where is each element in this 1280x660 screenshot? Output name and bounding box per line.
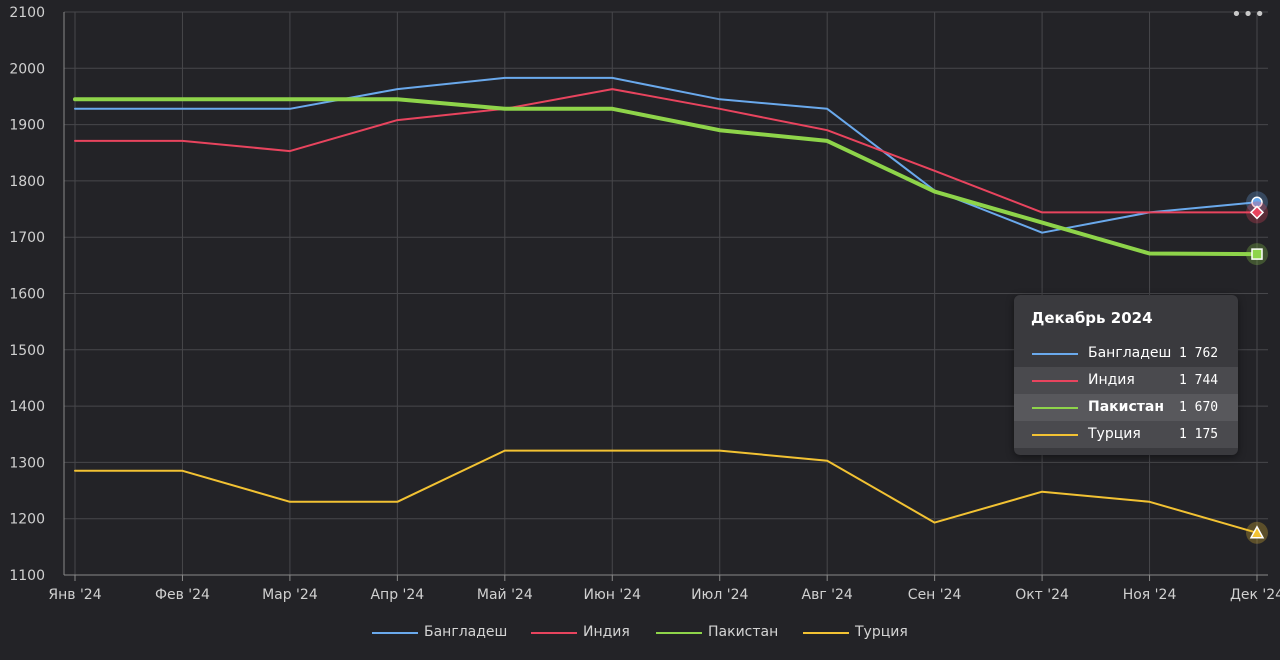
legend-label: Индия	[583, 624, 630, 640]
y-tick-label: 1700	[9, 230, 45, 246]
x-tick-label: Мар '24	[262, 587, 318, 603]
chart-menu-icon[interactable]: •••	[1231, 4, 1266, 25]
tooltip-row: Бангладеш 1 762	[1014, 340, 1238, 367]
x-tick-label: Янв '24	[48, 587, 101, 603]
y-tick-label: 1100	[9, 568, 45, 584]
tooltip-series-swatch	[1032, 353, 1078, 355]
y-tick-label: 1400	[9, 399, 45, 415]
tooltip-series-value: 1 744	[1179, 373, 1219, 388]
tooltip-row: Пакистан 1 670	[1014, 394, 1238, 421]
legend-label: Бангладеш	[424, 624, 508, 640]
x-tick-label: Окт '24	[1015, 587, 1069, 603]
y-tick-label: 2100	[9, 5, 45, 21]
legend-label: Пакистан	[708, 624, 779, 640]
legend-swatch	[803, 632, 849, 634]
tooltip-row: Турция 1 175	[1014, 421, 1238, 448]
series-line-3[interactable]	[74, 449, 1258, 534]
tooltip-series-name: Пакистан	[1088, 399, 1165, 415]
x-tick-label: Сен '24	[908, 587, 962, 603]
x-tick-label: Июн '24	[584, 587, 642, 603]
tooltip-row: Индия 1 744	[1014, 367, 1238, 394]
y-tick-label: 1300	[9, 455, 45, 471]
tooltip: Декабрь 2024 Бангладеш 1 762 Индия 1 744 Пак…	[1014, 295, 1238, 455]
x-tick-label: Май '24	[477, 587, 533, 603]
x-tick-label: Ноя '24	[1123, 587, 1177, 603]
x-tick-label: Апр '24	[370, 587, 424, 603]
tooltip-series-value: 1 670	[1179, 400, 1219, 415]
tooltip-title: Декабрь 2024	[1031, 309, 1153, 327]
y-tick-label: 1200	[9, 512, 45, 528]
y-tick-label: 1500	[9, 343, 45, 359]
y-tick-label: 1900	[9, 118, 45, 134]
data-point-marker[interactable]	[1249, 205, 1265, 220]
x-tick-label: Авг '24	[802, 587, 853, 603]
legend-swatch	[656, 632, 702, 634]
series-line-1[interactable]	[74, 88, 1258, 214]
y-tick-label: 1800	[9, 174, 45, 190]
legend: Бангладеш Индия Пакистан Турция	[0, 622, 1280, 646]
y-tick-label: 2000	[9, 61, 45, 77]
legend-swatch	[372, 632, 418, 634]
data-point-marker[interactable]	[1249, 525, 1265, 539]
tooltip-series-value: 1 175	[1179, 427, 1219, 442]
tooltip-series-name: Индия	[1088, 372, 1135, 388]
tooltip-series-swatch	[1032, 380, 1078, 382]
legend-label: Турция	[855, 624, 908, 640]
tooltip-series-swatch	[1032, 407, 1078, 409]
tooltip-series-value: 1 762	[1179, 346, 1219, 361]
series-line-2[interactable]	[73, 97, 1259, 257]
y-tick-label: 1600	[9, 287, 45, 303]
data-point-marker[interactable]	[1251, 248, 1263, 260]
x-tick-label: Фев '24	[155, 587, 210, 603]
x-tick-label: Июл '24	[691, 587, 748, 603]
legend-swatch	[531, 632, 577, 634]
tooltip-series-name: Турция	[1088, 426, 1141, 442]
x-tick-label: Дек '24	[1230, 587, 1280, 603]
tooltip-series-swatch	[1032, 434, 1078, 436]
tooltip-series-name: Бангладеш	[1088, 345, 1172, 361]
